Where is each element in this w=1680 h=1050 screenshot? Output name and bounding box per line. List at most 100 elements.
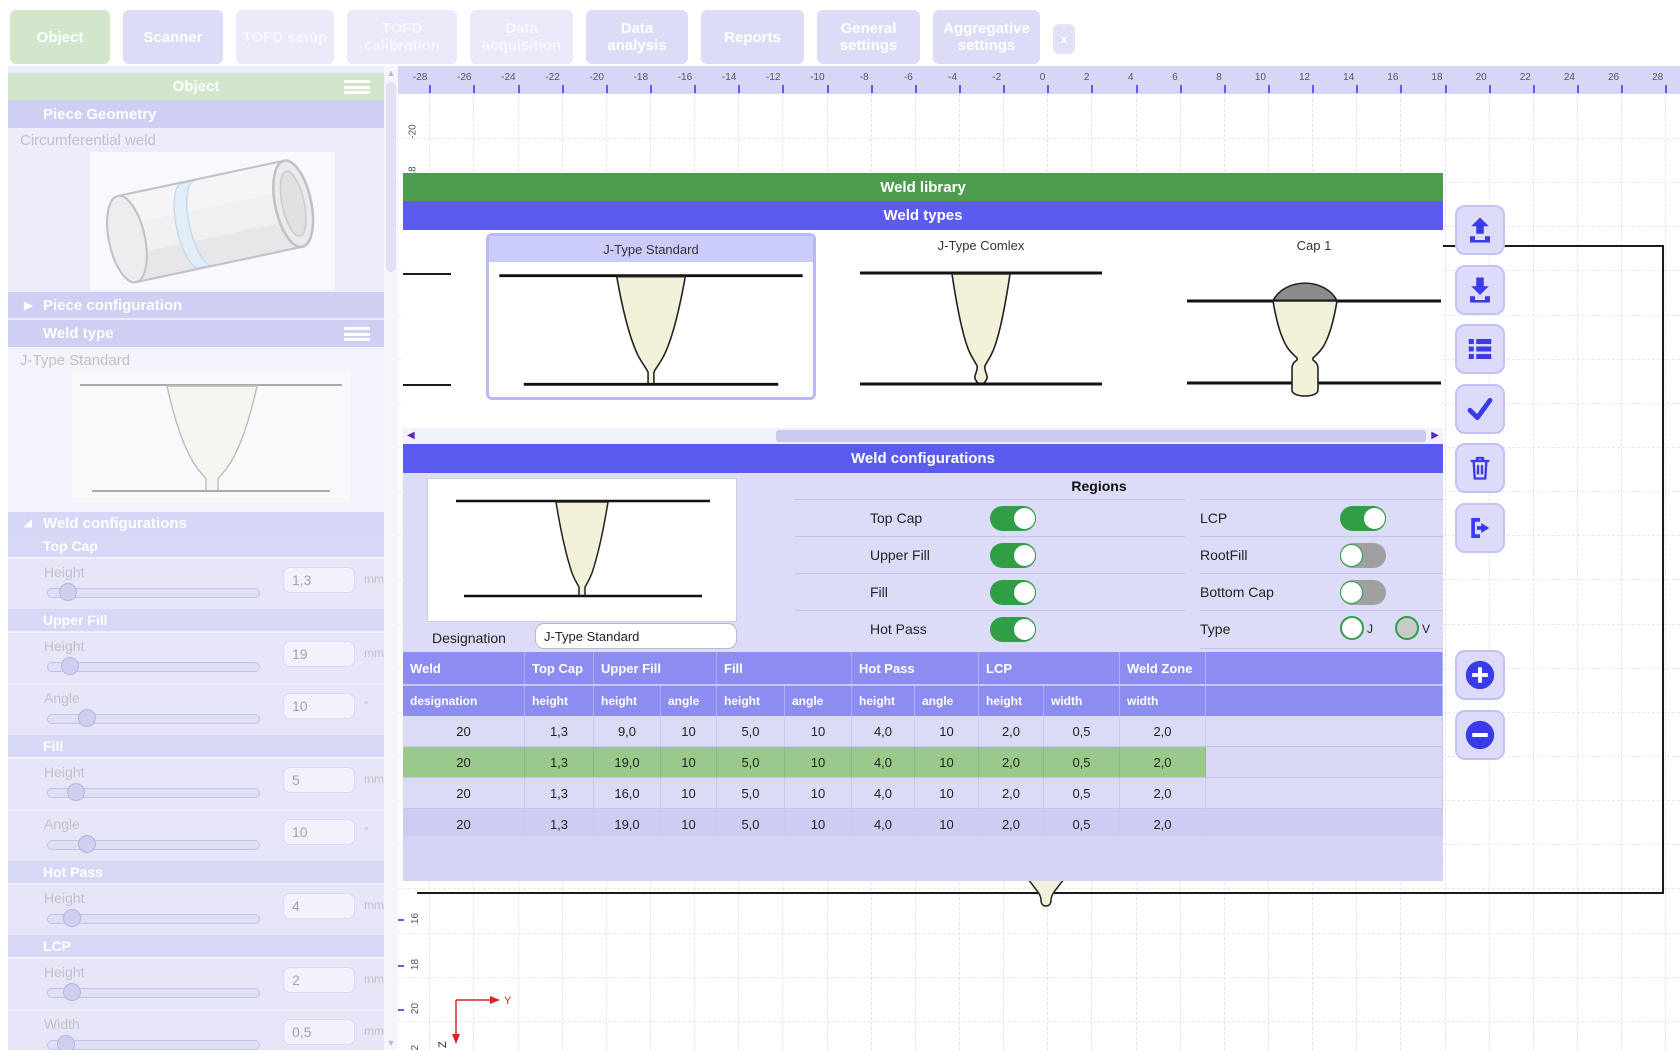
table-cell[interactable]: 2,0 bbox=[979, 716, 1044, 746]
lcp-height-input[interactable] bbox=[283, 967, 355, 993]
table-cell[interactable]: 10 bbox=[785, 716, 852, 746]
remove-button[interactable] bbox=[1455, 710, 1505, 760]
table-cell[interactable]: 1,3 bbox=[525, 747, 594, 777]
tab-data-analysis[interactable]: Data analysis bbox=[586, 10, 688, 64]
delete-button[interactable] bbox=[1455, 443, 1505, 493]
weld-type-header[interactable]: Weld type bbox=[8, 320, 384, 347]
add-button[interactable] bbox=[1455, 650, 1505, 700]
tab-tofd-calibration[interactable]: TOFD calibration bbox=[347, 10, 457, 64]
designation-input[interactable] bbox=[535, 623, 737, 649]
table-cell[interactable]: 2,0 bbox=[979, 747, 1044, 777]
table-cell[interactable]: 0,5 bbox=[1044, 716, 1120, 746]
lcp-width-slider[interactable] bbox=[47, 1035, 260, 1050]
table-cell[interactable]: 5,0 bbox=[717, 747, 785, 777]
table-cell[interactable]: 10 bbox=[661, 778, 717, 808]
section-header-upper-fill[interactable]: Upper Fill bbox=[8, 609, 384, 631]
toggle-hot-pass[interactable] bbox=[990, 617, 1036, 642]
collapse-arrow-icon[interactable]: ◢ bbox=[24, 518, 32, 529]
menu-icon[interactable] bbox=[344, 327, 370, 341]
table-cell[interactable]: 20 bbox=[403, 778, 525, 808]
upload-button[interactable] bbox=[1455, 205, 1505, 255]
table-cell[interactable]: 2,0 bbox=[979, 809, 1044, 839]
table-cell[interactable]: 1,3 bbox=[525, 716, 594, 746]
piece-geometry-header[interactable]: Piece Geometry bbox=[8, 100, 384, 128]
slider-thumb[interactable] bbox=[77, 835, 96, 853]
tab-scanner[interactable]: Scanner bbox=[123, 10, 223, 64]
table-cell[interactable]: 5,0 bbox=[717, 809, 785, 839]
scroll-right-icon[interactable]: ▶ bbox=[1431, 430, 1439, 441]
scroll-left-icon[interactable]: ◀ bbox=[407, 430, 415, 441]
weld-type-card[interactable] bbox=[852, 259, 1110, 405]
slider-thumb[interactable] bbox=[62, 909, 81, 927]
table-cell[interactable]: 10 bbox=[661, 716, 717, 746]
toggle-rootfill[interactable] bbox=[1340, 543, 1386, 568]
tab-reports[interactable]: Reports bbox=[701, 10, 804, 64]
toggle-lcp[interactable] bbox=[1340, 506, 1386, 531]
upper-fill-angle-input[interactable] bbox=[283, 693, 355, 719]
table-cell[interactable]: 4,0 bbox=[852, 778, 915, 808]
table-row[interactable]: 20 1,3 16,0 10 5,0 10 4,0 10 2,0 0,5 2,0 bbox=[403, 778, 1443, 809]
table-cell[interactable]: 20 bbox=[403, 809, 525, 839]
fill-angle-input[interactable] bbox=[283, 819, 355, 845]
slider-thumb[interactable] bbox=[60, 657, 79, 675]
lcp-height-slider[interactable] bbox=[47, 983, 260, 1001]
table-cell[interactable] bbox=[1206, 747, 1443, 777]
table-cell[interactable]: 0,5 bbox=[1044, 747, 1120, 777]
table-cell[interactable]: 4,0 bbox=[852, 747, 915, 777]
slider-thumb[interactable] bbox=[58, 583, 77, 601]
expand-arrow-icon[interactable]: ▶ bbox=[24, 299, 33, 312]
scrollbar-thumb[interactable] bbox=[386, 82, 396, 272]
table-cell[interactable]: 0,5 bbox=[1044, 809, 1120, 839]
section-header-fill[interactable]: Fill bbox=[8, 735, 384, 757]
table-cell[interactable]: 4,0 bbox=[852, 716, 915, 746]
table-cell[interactable]: 10 bbox=[915, 778, 979, 808]
tab-tofd-setup[interactable]: TOFD setup bbox=[236, 10, 334, 64]
upper-fill-height-input[interactable] bbox=[283, 641, 355, 667]
section-header-top-cap[interactable]: Top Cap bbox=[8, 535, 384, 557]
table-cell[interactable] bbox=[1206, 809, 1443, 839]
table-cell[interactable]: 2,0 bbox=[1120, 716, 1206, 746]
table-cell[interactable] bbox=[1206, 778, 1443, 808]
table-cell[interactable]: 10 bbox=[785, 778, 852, 808]
table-cell[interactable] bbox=[1206, 716, 1443, 746]
weld-type-card-selected[interactable]: J-Type Standard bbox=[486, 233, 816, 400]
top-cap-height-slider[interactable] bbox=[47, 583, 260, 601]
table-cell[interactable]: 4,0 bbox=[852, 809, 915, 839]
table-cell[interactable]: 20 bbox=[403, 747, 525, 777]
hot-pass-height-input[interactable] bbox=[283, 893, 355, 919]
type-radio-j[interactable] bbox=[1340, 616, 1364, 640]
type-radio-v[interactable] bbox=[1395, 616, 1419, 640]
table-row[interactable]: 20 1,3 9,0 10 5,0 10 4,0 10 2,0 0,5 2,0 bbox=[403, 716, 1443, 747]
table-cell[interactable]: 1,3 bbox=[525, 809, 594, 839]
table-row[interactable]: 20 1,3 19,0 10 5,0 10 4,0 10 2,0 0,5 2,0 bbox=[403, 747, 1443, 778]
apply-button[interactable] bbox=[1455, 384, 1505, 434]
tab-aggregative-settings[interactable]: Aggregative settings bbox=[933, 10, 1040, 64]
table-cell[interactable]: 10 bbox=[915, 747, 979, 777]
table-cell[interactable]: 10 bbox=[915, 809, 979, 839]
section-header-lcp[interactable]: LCP bbox=[8, 935, 384, 957]
export-button[interactable] bbox=[1455, 503, 1505, 553]
weld-types-scrollbar[interactable]: ◀ ▶ bbox=[403, 428, 1443, 444]
scrollbar-thumb[interactable] bbox=[776, 430, 1426, 442]
table-cell[interactable]: 19,0 bbox=[594, 809, 661, 839]
piece-configuration-header[interactable]: ▶ Piece configuration bbox=[8, 292, 384, 318]
scroll-down-icon[interactable]: ▼ bbox=[386, 1038, 396, 1048]
table-cell[interactable]: 0,5 bbox=[1044, 778, 1120, 808]
toggle-fill[interactable] bbox=[990, 580, 1036, 605]
upper-fill-angle-slider[interactable] bbox=[47, 709, 260, 727]
table-row[interactable]: 20 1,3 19,0 10 5,0 10 4,0 10 2,0 0,5 2,0 bbox=[403, 809, 1443, 840]
table-cell[interactable]: 10 bbox=[915, 716, 979, 746]
table-cell[interactable]: 2,0 bbox=[1120, 747, 1206, 777]
table-cell[interactable]: 5,0 bbox=[717, 716, 785, 746]
top-cap-height-input[interactable] bbox=[283, 567, 355, 593]
table-cell[interactable]: 20 bbox=[403, 716, 525, 746]
sidebar-scrollbar[interactable]: ▲ ▼ bbox=[384, 66, 398, 1050]
download-button[interactable] bbox=[1455, 265, 1505, 315]
fill-height-slider[interactable] bbox=[47, 783, 260, 801]
tab-object[interactable]: Object bbox=[10, 10, 110, 64]
slider-thumb[interactable] bbox=[56, 1035, 75, 1050]
tab-general-settings[interactable]: General settings bbox=[817, 10, 920, 64]
table-cell[interactable]: 5,0 bbox=[717, 778, 785, 808]
table-cell[interactable]: 10 bbox=[785, 809, 852, 839]
toggle-bottom-cap[interactable] bbox=[1340, 580, 1386, 605]
